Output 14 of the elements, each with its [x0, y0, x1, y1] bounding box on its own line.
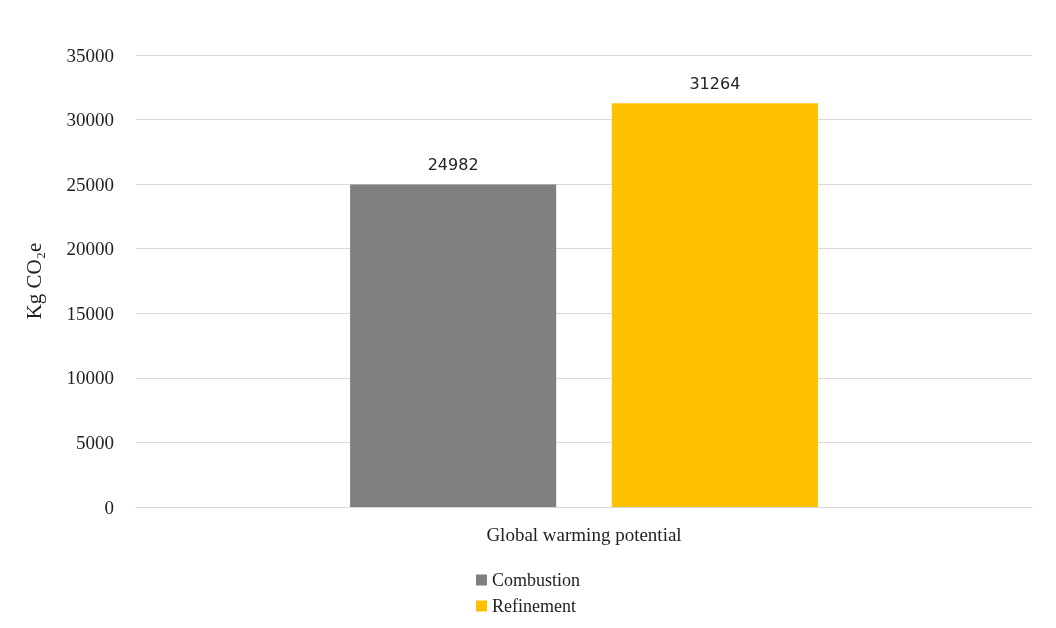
y-tick-label: 30000 — [66, 109, 114, 131]
y-tick-label: 0 — [104, 496, 114, 518]
y-tick-label: 25000 — [66, 173, 114, 195]
data-label: 24982 — [427, 154, 479, 174]
y-axis-title: Kg CO₂e — [21, 242, 46, 320]
legend-label: Refinement — [491, 596, 576, 616]
y-tick-label: 10000 — [66, 367, 114, 389]
y-tick-label: 15000 — [66, 302, 114, 324]
legend-label: Combustion — [491, 570, 581, 590]
data-label: 31264 — [689, 73, 741, 93]
y-tick-label: 35000 — [66, 44, 114, 66]
x-tick-label: Global warming potential — [486, 524, 682, 545]
y-tick-label: 20000 — [66, 238, 114, 260]
y-tick-label: 5000 — [76, 431, 114, 453]
